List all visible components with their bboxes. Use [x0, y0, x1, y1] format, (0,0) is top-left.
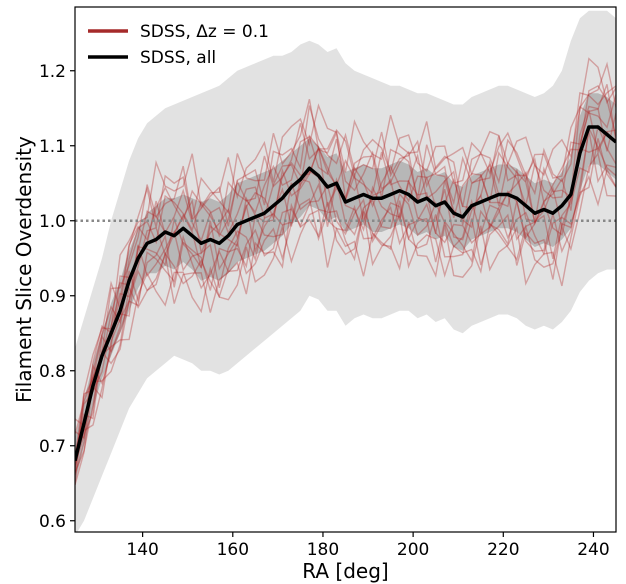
x-tick-label: 140: [126, 540, 158, 560]
band-outer: [75, 11, 616, 536]
x-tick-label: 220: [487, 540, 519, 560]
x-axis: 140 160 180 200 220 240: [126, 532, 609, 560]
y-tick-label: 0.6: [39, 512, 66, 532]
y-tick-label: 0.8: [39, 362, 66, 382]
x-tick-label: 160: [217, 540, 249, 560]
y-tick-label: 1.2: [39, 62, 66, 82]
x-tick-label: 200: [397, 540, 429, 560]
y-tick-label: 0.7: [39, 437, 66, 457]
y-axis-label: Filament Slice Overdensity: [12, 136, 36, 403]
y-tick-label: 0.9: [39, 287, 66, 307]
legend-label-subsamples: SDSS, Δz = 0.1: [140, 22, 269, 42]
x-tick-label: 240: [577, 540, 609, 560]
legend: SDSS, Δz = 0.1 SDSS, all: [88, 22, 269, 68]
x-tick-label: 180: [307, 540, 339, 560]
confidence-bands: [75, 11, 616, 536]
x-axis-label: RA [deg]: [302, 559, 388, 583]
y-tick-label: 1.1: [39, 137, 66, 157]
y-tick-label: 1.0: [39, 212, 66, 232]
y-axis: 0.6 0.7 0.8 0.9 1.0 1.1 1.2: [39, 62, 75, 532]
legend-label-all: SDSS, all: [140, 48, 216, 68]
